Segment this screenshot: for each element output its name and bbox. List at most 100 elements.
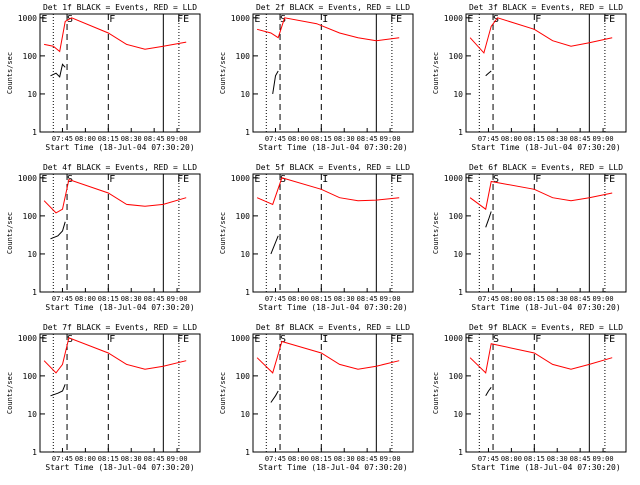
y-tick-label: 1000 <box>444 14 463 23</box>
x-tick-label: 09:00 <box>167 295 188 303</box>
event-marker-label: FE <box>390 174 402 185</box>
x-tick-label: 08:30 <box>121 295 142 303</box>
y-tick-label: 1 <box>245 288 250 297</box>
x-tick-label: 08:45 <box>357 455 378 463</box>
event-marker-label: F <box>109 174 115 185</box>
y-tick-label: 100 <box>236 372 251 381</box>
x-tick-label: 09:00 <box>593 295 614 303</box>
x-axis-label: Start Time (18-Jul-04 07:30:20) <box>258 463 407 472</box>
panel-title: Det 9f BLACK = Events, RED = LLD <box>469 323 623 332</box>
event-marker-label: FE <box>177 334 189 345</box>
lld-series-line <box>256 177 400 206</box>
panel-3: Det 3f BLACK = Events, RED = LLD 1 10 100 10… <box>432 3 627 152</box>
y-tick-label: 100 <box>449 212 464 221</box>
events-series-line <box>50 221 66 240</box>
panel-8: Det 8f BLACK = Events, RED = LLD 1 10 100 10… <box>219 323 414 472</box>
x-axis-label: Start Time (18-Jul-04 07:30:20) <box>45 303 194 312</box>
event-marker-label: E <box>41 14 47 25</box>
event-marker-label: I <box>322 174 328 185</box>
y-tick-label: 1000 <box>231 14 250 23</box>
x-tick-label: 08:30 <box>121 455 142 463</box>
y-tick-label: 10 <box>453 250 463 259</box>
event-marker-label: E <box>254 174 260 185</box>
lld-series-line <box>43 178 187 214</box>
plot-frame <box>39 333 201 453</box>
event-marker-label: FE <box>177 14 189 25</box>
events-series-line <box>50 384 66 397</box>
event-marker-label: F <box>109 14 115 25</box>
x-tick-label: 08:00 <box>288 135 309 143</box>
y-tick-label: 1000 <box>18 14 37 23</box>
y-tick-label: 10 <box>240 90 250 99</box>
y-tick-label: 10 <box>27 90 37 99</box>
x-axis-label: Start Time (18-Jul-04 07:30:20) <box>471 463 620 472</box>
x-tick-label: 08:15 <box>524 135 545 143</box>
y-tick-label: 1000 <box>231 334 250 343</box>
event-marker-label: E <box>41 174 47 185</box>
event-marker-label: S <box>67 14 73 25</box>
y-axis-label: Counts/sec <box>219 372 227 414</box>
y-tick-label: 10 <box>453 410 463 419</box>
x-tick-label: 08:30 <box>334 295 355 303</box>
event-marker-label: S <box>493 174 499 185</box>
event-marker-label: S <box>280 14 286 25</box>
x-tick-label: 08:00 <box>75 455 96 463</box>
panel-title: Det 7f BLACK = Events, RED = LLD <box>43 323 197 332</box>
plot-frame <box>465 333 627 453</box>
lld-series-line <box>44 17 187 53</box>
y-axis-label: Counts/sec <box>219 212 227 254</box>
events-series-line <box>272 70 279 94</box>
x-tick-label: 07:45 <box>265 295 286 303</box>
event-marker-label: F <box>535 334 541 345</box>
event-marker-label: F <box>535 14 541 25</box>
x-tick-label: 09:00 <box>380 135 401 143</box>
events-series-line <box>270 235 279 255</box>
x-tick-label: 09:00 <box>167 455 188 463</box>
x-tick-label: 08:45 <box>144 295 165 303</box>
x-axis-label: Start Time (18-Jul-04 07:30:20) <box>258 143 407 152</box>
y-tick-label: 1 <box>458 288 463 297</box>
y-axis-label: Counts/sec <box>432 212 440 254</box>
y-tick-label: 1 <box>458 448 463 457</box>
x-tick-label: 08:30 <box>334 455 355 463</box>
panel-6: Det 6f BLACK = Events, RED = LLD 1 10 100 10… <box>432 163 627 312</box>
panel-title: Det 2f BLACK = Events, RED = LLD <box>256 3 410 12</box>
x-tick-label: 08:30 <box>121 135 142 143</box>
x-axis-label: Start Time (18-Jul-04 07:30:20) <box>471 143 620 152</box>
x-axis-label: Start Time (18-Jul-04 07:30:20) <box>45 463 194 472</box>
event-marker-label: FE <box>390 334 402 345</box>
event-marker-label: FE <box>603 14 615 25</box>
x-tick-label: 08:00 <box>501 455 522 463</box>
y-tick-label: 10 <box>240 250 250 259</box>
x-tick-label: 08:15 <box>98 135 119 143</box>
x-tick-label: 09:00 <box>380 455 401 463</box>
y-tick-label: 1 <box>32 288 37 297</box>
x-tick-label: 08:15 <box>98 295 119 303</box>
x-tick-label: 08:15 <box>311 455 332 463</box>
panel-2: Det 2f BLACK = Events, RED = LLD 1 10 100 10… <box>219 3 414 152</box>
panel-title: Det 1f BLACK = Events, RED = LLD <box>43 3 197 12</box>
y-tick-label: 100 <box>236 52 251 61</box>
x-tick-label: 07:45 <box>52 455 73 463</box>
event-marker-label: FE <box>603 174 615 185</box>
y-tick-label: 1000 <box>444 334 463 343</box>
y-tick-label: 1 <box>32 448 37 457</box>
lld-series-line <box>43 337 187 374</box>
x-tick-label: 08:45 <box>570 135 591 143</box>
lld-series-line <box>469 343 613 374</box>
events-series-line <box>50 63 66 78</box>
x-tick-label: 09:00 <box>593 135 614 143</box>
x-tick-label: 08:00 <box>501 135 522 143</box>
panel-7: Det 7f BLACK = Events, RED = LLD 1 10 100 10… <box>6 323 201 472</box>
event-marker-label: E <box>254 334 260 345</box>
y-axis-label: Counts/sec <box>432 52 440 94</box>
x-axis-label: Start Time (18-Jul-04 07:30:20) <box>45 143 194 152</box>
x-tick-label: 08:00 <box>288 455 309 463</box>
x-tick-label: 07:45 <box>265 455 286 463</box>
y-axis-label: Counts/sec <box>432 372 440 414</box>
x-tick-label: 07:45 <box>478 455 499 463</box>
y-tick-label: 1000 <box>231 174 250 183</box>
x-tick-label: 07:45 <box>52 295 73 303</box>
plot-frame <box>39 173 201 293</box>
y-tick-label: 1000 <box>444 174 463 183</box>
